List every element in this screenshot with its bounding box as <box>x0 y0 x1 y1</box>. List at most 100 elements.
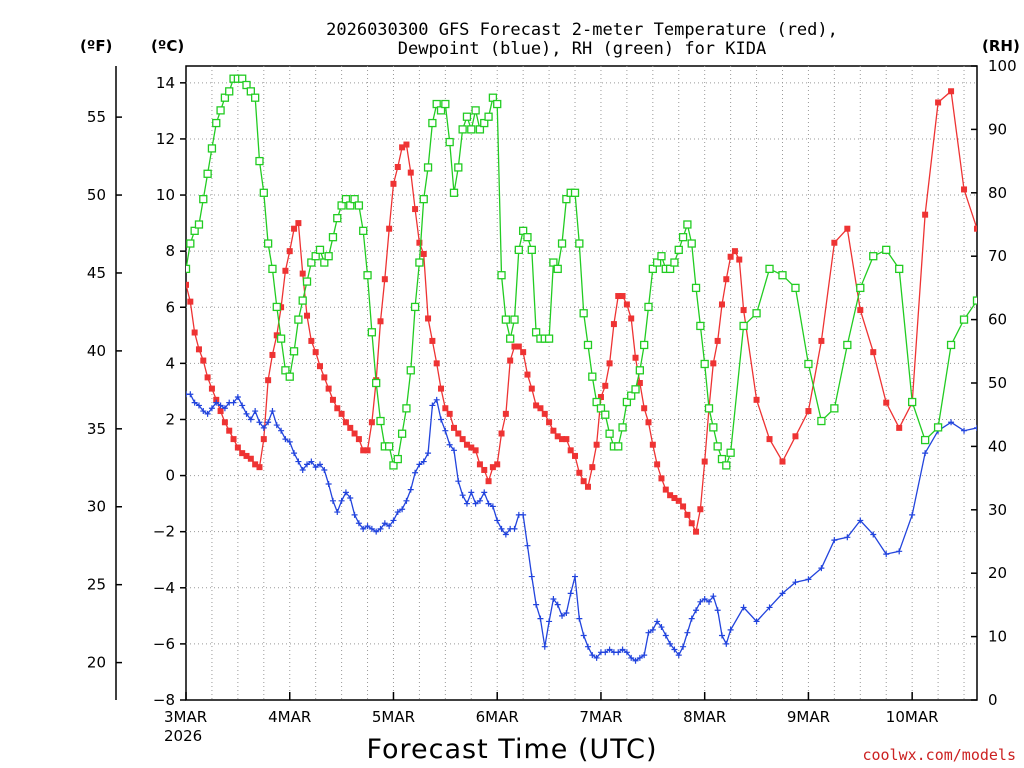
2-meter-temperature-point <box>347 424 354 431</box>
relative-humidity-point <box>415 258 424 267</box>
2-meter-temperature-point <box>286 248 293 255</box>
relative-humidity-point <box>419 194 428 204</box>
dewpoint-point <box>420 458 427 465</box>
2-meter-temperature-point <box>684 511 691 518</box>
date-tick-label: 6MAR <box>476 708 519 726</box>
relative-humidity-point <box>601 410 610 419</box>
rh-tick-label: 90 <box>988 120 1007 138</box>
dewpoint-point <box>412 469 419 476</box>
relative-humidity-point <box>190 226 199 235</box>
dewpoint-point <box>425 450 432 457</box>
relative-humidity-point <box>259 188 268 197</box>
relative-humidity-point <box>480 118 489 128</box>
2-meter-temperature-point <box>723 276 730 283</box>
2-meter-temperature-point <box>390 180 397 187</box>
fahrenheit-tick-label: 40 <box>87 342 106 360</box>
relative-humidity-point <box>207 144 217 153</box>
relative-humidity-point <box>544 334 554 343</box>
2-meter-temperature-point <box>550 427 557 434</box>
dewpoint-point <box>511 525 518 532</box>
fahrenheit-tick-label: 55 <box>87 108 106 126</box>
2-meter-temperature-point <box>559 436 566 443</box>
relative-humidity-point <box>622 397 632 407</box>
rh-tick-label: 10 <box>988 628 1007 646</box>
dewpoint-point <box>619 646 626 653</box>
2-meter-temperature-point <box>321 374 328 381</box>
2-meter-temperature-point <box>204 374 211 381</box>
chart-title-line-2: Dewpoint (blue), RH (green) for KIDA <box>398 39 766 59</box>
2-meter-temperature-point <box>589 464 596 471</box>
dewpoint-point <box>550 596 557 603</box>
dewpoint-point <box>580 632 587 639</box>
relative-humidity-point <box>804 359 813 369</box>
relative-humidity-point <box>518 226 528 235</box>
dewpoint-point <box>265 419 272 426</box>
relative-humidity-point <box>350 194 359 204</box>
dewpoint-point <box>896 548 903 555</box>
relative-humidity-point <box>372 378 381 388</box>
2-meter-temperature-point <box>368 419 375 426</box>
dewpoint-point <box>472 500 479 507</box>
2-meter-temperature-point <box>243 452 250 459</box>
2-meter-temperature-point <box>507 357 514 364</box>
2-meter-temperature-point <box>377 318 384 325</box>
2-meter-temperature-point <box>498 430 505 437</box>
dewpoint-point <box>606 646 613 653</box>
relative-humidity-point <box>186 264 191 274</box>
2-meter-temperature-point <box>896 424 903 431</box>
dewpoint-point <box>623 649 630 656</box>
relative-humidity-point <box>588 372 597 381</box>
2-meter-temperature-point <box>312 349 319 356</box>
2-meter-temperature-point <box>606 360 613 367</box>
relative-humidity-point <box>337 201 346 210</box>
2-meter-temperature-point <box>584 483 591 490</box>
relative-humidity-point <box>311 252 320 261</box>
2-meter-temperature-point <box>386 225 393 232</box>
celsius-tick-label: −2 <box>153 523 175 541</box>
2-meter-temperature-point <box>247 455 254 462</box>
dewpoint-point <box>559 612 566 619</box>
relative-humidity-point <box>726 448 735 457</box>
relative-humidity-point <box>523 233 532 242</box>
dewpoint-point <box>524 542 531 549</box>
dewpoint-point <box>684 629 691 636</box>
dewpoint-point <box>779 590 786 597</box>
dewpoint-point <box>273 422 280 429</box>
2-meter-temperature-point <box>511 343 518 350</box>
relative-humidity-point <box>186 239 195 248</box>
2-meter-temperature-point <box>299 270 306 277</box>
rh-tick-label: 0 <box>988 691 998 709</box>
celsius-tick-label: 6 <box>165 298 175 316</box>
relative-humidity-point <box>423 163 433 172</box>
dewpoint-point <box>312 464 319 471</box>
2-meter-temperature-point <box>766 436 773 443</box>
2-meter-temperature-point <box>342 419 349 426</box>
date-tick-label: 4MAR <box>268 708 311 726</box>
dewpoint-point <box>520 511 527 518</box>
2-meter-temperature-point <box>316 363 323 370</box>
relative-humidity-point <box>635 366 645 375</box>
dewpoint-point <box>291 450 298 457</box>
2-meter-temperature-point <box>273 332 280 339</box>
rh-tick-label: 20 <box>988 564 1007 582</box>
credit-link[interactable]: coolwx.com/models <box>862 746 1016 764</box>
dewpoint-point <box>386 523 393 530</box>
dewpoint-point <box>675 652 682 659</box>
2-meter-temperature-point <box>974 225 977 232</box>
dewpoint-point <box>654 618 661 625</box>
fahrenheit-tick-label: 20 <box>87 654 106 672</box>
axis-ticks: −8 −6 −4 −2 0 2 4 6 8 10 12 14 20 25 30 35 40 45 50 55 0 10 20… <box>87 57 1017 745</box>
2-meter-temperature-point <box>295 220 302 227</box>
2-meter-temperature-point <box>667 492 674 499</box>
2-meter-temperature-point <box>455 430 462 437</box>
2-meter-temperature-point <box>489 464 496 471</box>
2-meter-temperature-point <box>649 441 656 448</box>
celsius-unit-label: (ºC) <box>151 37 184 55</box>
2-meter-temperature-point <box>857 307 864 314</box>
dewpoint-point <box>204 410 211 417</box>
data-series <box>186 74 977 664</box>
dewpoint-point <box>239 402 246 409</box>
celsius-tick-label: 2 <box>165 410 175 428</box>
2-meter-temperature-point <box>645 419 652 426</box>
2-meter-temperature-point <box>740 307 747 314</box>
